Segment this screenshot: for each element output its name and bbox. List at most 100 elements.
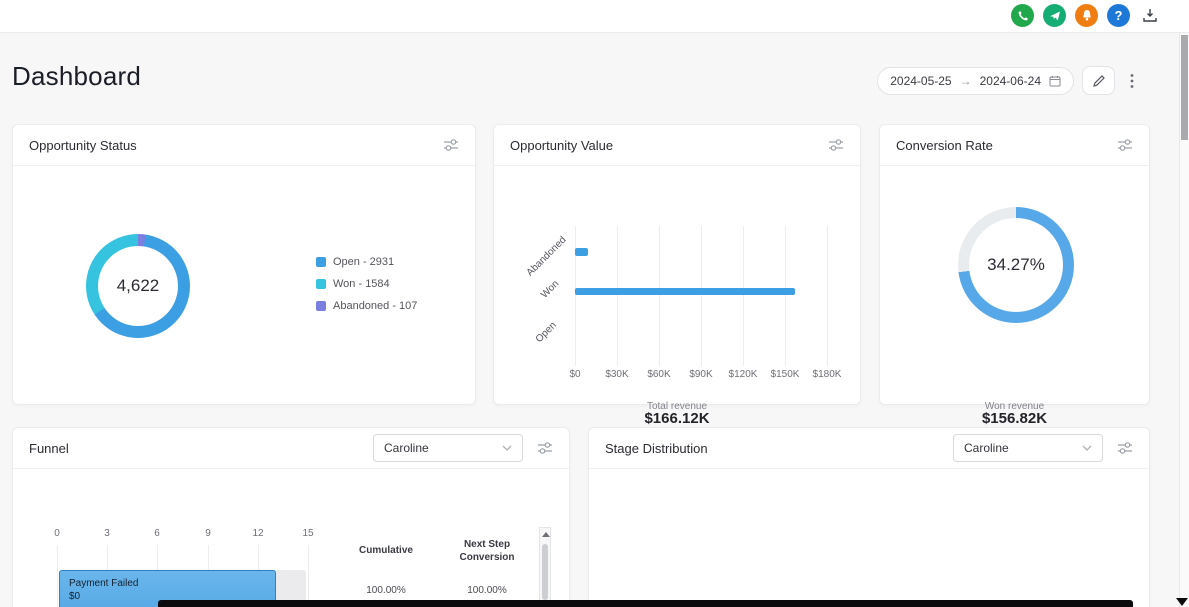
legend-label: Won - 1584 (333, 278, 390, 290)
cumulative-value: 100.00% (366, 585, 406, 596)
conversion-rate-body: 34.27% Won revenue $156.82K (880, 166, 1149, 427)
widget-settings-icon[interactable] (1117, 138, 1133, 152)
conversion-rate-card: Conversion Rate 34.27% Won revenue $156.… (879, 124, 1150, 427)
legend-label: Open - 2931 (333, 256, 395, 268)
select-value: Caroline (384, 441, 429, 455)
x-tick: $150K (770, 369, 800, 380)
topbar: ? (0, 0, 1189, 33)
axis-category: Open (533, 319, 559, 346)
opportunity-value-header: Opportunity Value (494, 125, 860, 166)
dashboard-page: Dashboard 2024-05-25 → 2024-06-24 Opport… (0, 33, 1179, 607)
chevron-down-icon (1082, 445, 1092, 451)
card-title: Conversion Rate (896, 137, 993, 153)
card-title: Opportunity Status (29, 137, 137, 153)
x-tick: 6 (154, 528, 160, 539)
select-value: Caroline (964, 441, 1009, 455)
next-step-header: Next Step Conversion (459, 539, 515, 563)
legend-swatch (316, 279, 326, 289)
widget-settings-icon[interactable] (828, 138, 844, 152)
legend-label: Abandoned - 107 (333, 300, 418, 312)
stage-distribution-body: Payment Fai... $0 (0.00%) - 0 (589, 469, 1149, 607)
card-title: Stage Distribution (605, 440, 708, 456)
page-title: Dashboard (12, 61, 141, 91)
opportunity-status-body: 4,622 Open - 2931 Won - 1584 Abandoned -… (13, 166, 475, 404)
paper-plane-glyph (1049, 11, 1060, 20)
funnel-scrollbar[interactable] (539, 527, 551, 607)
bar-won[interactable] (575, 288, 795, 295)
x-tick: $180K (812, 369, 842, 380)
chevron-down-icon (502, 445, 512, 451)
stage-distribution-card: Stage Distribution Caroline Payment Fai.… (588, 427, 1150, 607)
widget-settings-icon[interactable] (537, 441, 553, 455)
widget-settings-icon[interactable] (443, 138, 459, 152)
stage-label: Payment Failed (69, 578, 139, 589)
stage-value: $0 (69, 591, 81, 602)
opportunity-status-donut: 4,622 (86, 234, 190, 338)
x-tick: $30K (605, 369, 629, 380)
scroll-down-arrow-icon[interactable] (1176, 598, 1188, 606)
stage-user-select[interactable]: Caroline (953, 434, 1103, 462)
scrollbar-thumb[interactable] (542, 544, 548, 600)
gridline (827, 226, 828, 366)
funnel-header: Funnel Caroline (13, 428, 569, 469)
phone-icon[interactable] (1011, 4, 1034, 27)
legend-item-abandoned[interactable]: Abandoned - 107 (316, 300, 417, 312)
taskbar-peek-bar (158, 600, 1133, 607)
opportunity-value-body: Abandoned Won Open $0 $30K $60K $90K $12… (494, 166, 860, 427)
opportunity-status-header: Opportunity Status (13, 125, 475, 166)
date-range-arrow-icon: → (959, 73, 972, 88)
download-tray-glyph (1143, 9, 1157, 22)
gridline (743, 226, 744, 366)
messenger-icon[interactable] (1043, 4, 1066, 27)
funnel-card: Funnel Caroline 0 3 6 9 12 15 (12, 427, 570, 607)
calendar-icon (1049, 75, 1061, 87)
stage-distribution-header: Stage Distribution Caroline (589, 428, 1149, 469)
pencil-icon (1092, 74, 1105, 87)
widget-settings-icon[interactable] (1117, 441, 1133, 455)
x-tick: $90K (689, 369, 713, 380)
gridline (57, 545, 58, 607)
bar-abandoned[interactable] (575, 248, 589, 256)
donut-total: 4,622 (116, 276, 160, 295)
date-range-picker[interactable]: 2024-05-25 → 2024-06-24 (877, 66, 1074, 95)
opportunity-status-legend: Open - 2931 Won - 1584 Abandoned - 107 (316, 256, 417, 312)
install-app-icon[interactable] (1139, 6, 1161, 26)
x-tick: 15 (302, 528, 314, 539)
notifications-bell-icon[interactable] (1075, 4, 1098, 27)
total-revenue-label: Total revenue (646, 401, 708, 412)
more-options-button[interactable] (1123, 66, 1141, 95)
scrollbar-thumb[interactable] (1181, 35, 1188, 140)
phone-glyph (1018, 11, 1027, 20)
donut-hole: 4,622 (98, 246, 178, 326)
help-glyph: ? (1114, 8, 1123, 23)
axis-category: Won (539, 278, 562, 301)
funnel-user-select[interactable]: Caroline (373, 434, 523, 462)
gridline (659, 226, 660, 366)
scroll-up-arrow-icon[interactable] (542, 532, 550, 537)
page-scrollbar[interactable] (1179, 33, 1189, 607)
edit-dashboard-button[interactable] (1082, 66, 1115, 95)
axis-category: Abandoned (524, 234, 569, 279)
legend-item-won[interactable]: Won - 1584 (316, 278, 417, 290)
won-revenue-label: Won revenue (984, 401, 1045, 412)
x-tick: $0 (569, 369, 581, 380)
bell-glyph (1082, 10, 1091, 21)
gridline (701, 226, 702, 366)
date-from: 2024-05-25 (890, 73, 952, 88)
help-icon[interactable]: ? (1107, 4, 1130, 27)
won-revenue-value: $156.82K (981, 410, 1048, 427)
gridline (617, 226, 618, 366)
cumulative-header: Cumulative (359, 545, 413, 556)
legend-swatch (316, 257, 326, 267)
opportunity-value-card: Opportunity Value Abandoned Won Open $0 … (493, 124, 861, 427)
card-title: Opportunity Value (510, 137, 614, 153)
legend-item-open[interactable]: Open - 2931 (316, 256, 417, 268)
kebab-menu-icon (1130, 73, 1134, 88)
topbar-icons: ? (1011, 4, 1161, 27)
conversion-rate-ring: 34.27% (958, 207, 1074, 323)
x-tick: $60K (647, 369, 671, 380)
card-title: Funnel (29, 440, 69, 456)
gridline (575, 226, 576, 366)
conversion-percent: 34.27% (987, 255, 1045, 274)
conversion-rate-header: Conversion Rate (880, 125, 1149, 166)
